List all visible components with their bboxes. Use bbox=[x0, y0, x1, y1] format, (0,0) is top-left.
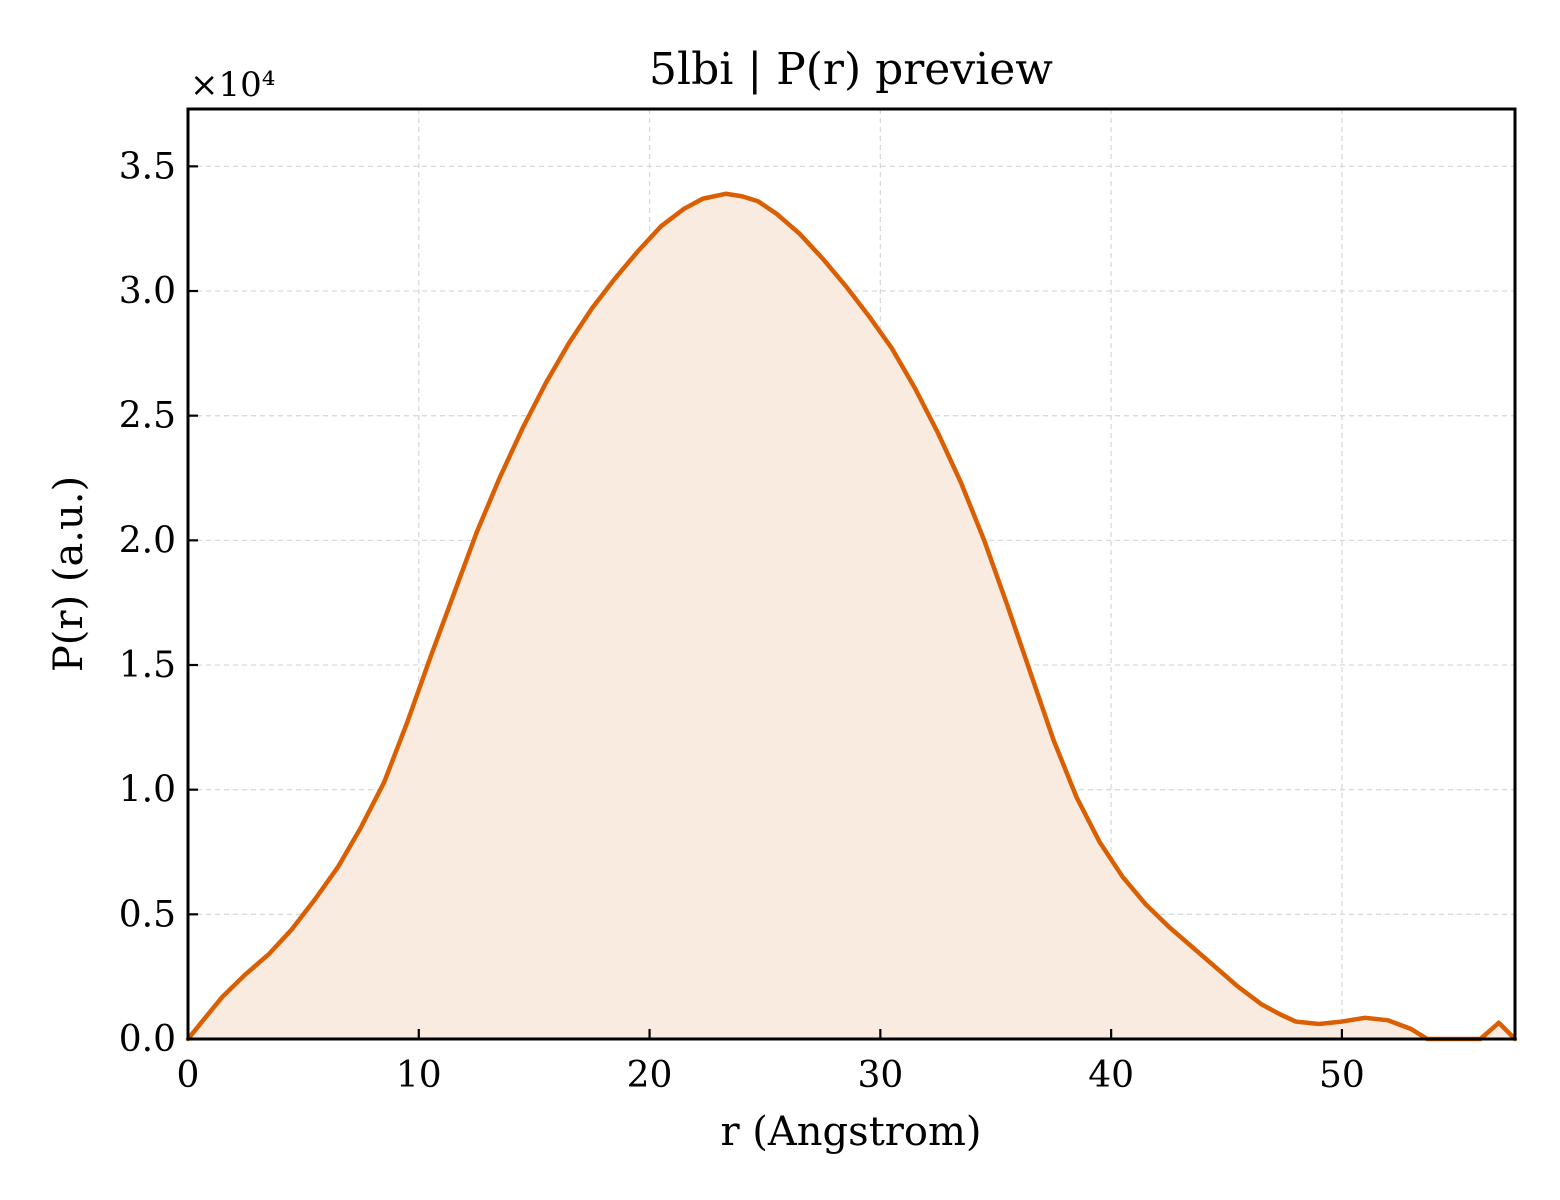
x-tick-label: 30 bbox=[857, 1055, 903, 1096]
y-tick-label: 1.5 bbox=[119, 645, 176, 686]
y-tick-label: 3.5 bbox=[119, 146, 176, 187]
y-tick-label: 3.0 bbox=[119, 271, 176, 312]
plot-frame bbox=[186, 107, 1517, 1041]
pr-series-line bbox=[185, 191, 1518, 1042]
y-tick-label: 2.0 bbox=[119, 520, 176, 561]
axis-ticks: 0 10 20 30 40 50 0.0 0.5 1.0 1.5 2.0 2.5 3.0 3.5 bbox=[119, 146, 1365, 1096]
x-tick-label: 0 bbox=[177, 1055, 200, 1096]
y-tick-label: 0.0 bbox=[119, 1019, 176, 1060]
y-tick-label: 1.0 bbox=[119, 770, 176, 811]
y-axis-label: P(r) (a.u.) bbox=[46, 476, 92, 672]
y-tick-label: 2.5 bbox=[119, 396, 176, 437]
x-tick-label: 10 bbox=[396, 1055, 442, 1096]
x-axis-label: r (Angstrom) bbox=[720, 1109, 981, 1155]
x-tick-label: 50 bbox=[1319, 1055, 1365, 1096]
y-tick-label: 0.5 bbox=[119, 894, 176, 935]
chart-title: 5lbi | P(r) preview bbox=[649, 44, 1053, 95]
pr-area-fill bbox=[188, 193, 1515, 1039]
y-offset-label: ×10⁴ bbox=[190, 65, 275, 105]
x-tick-label: 40 bbox=[1088, 1055, 1134, 1096]
x-tick-label: 20 bbox=[627, 1055, 673, 1096]
